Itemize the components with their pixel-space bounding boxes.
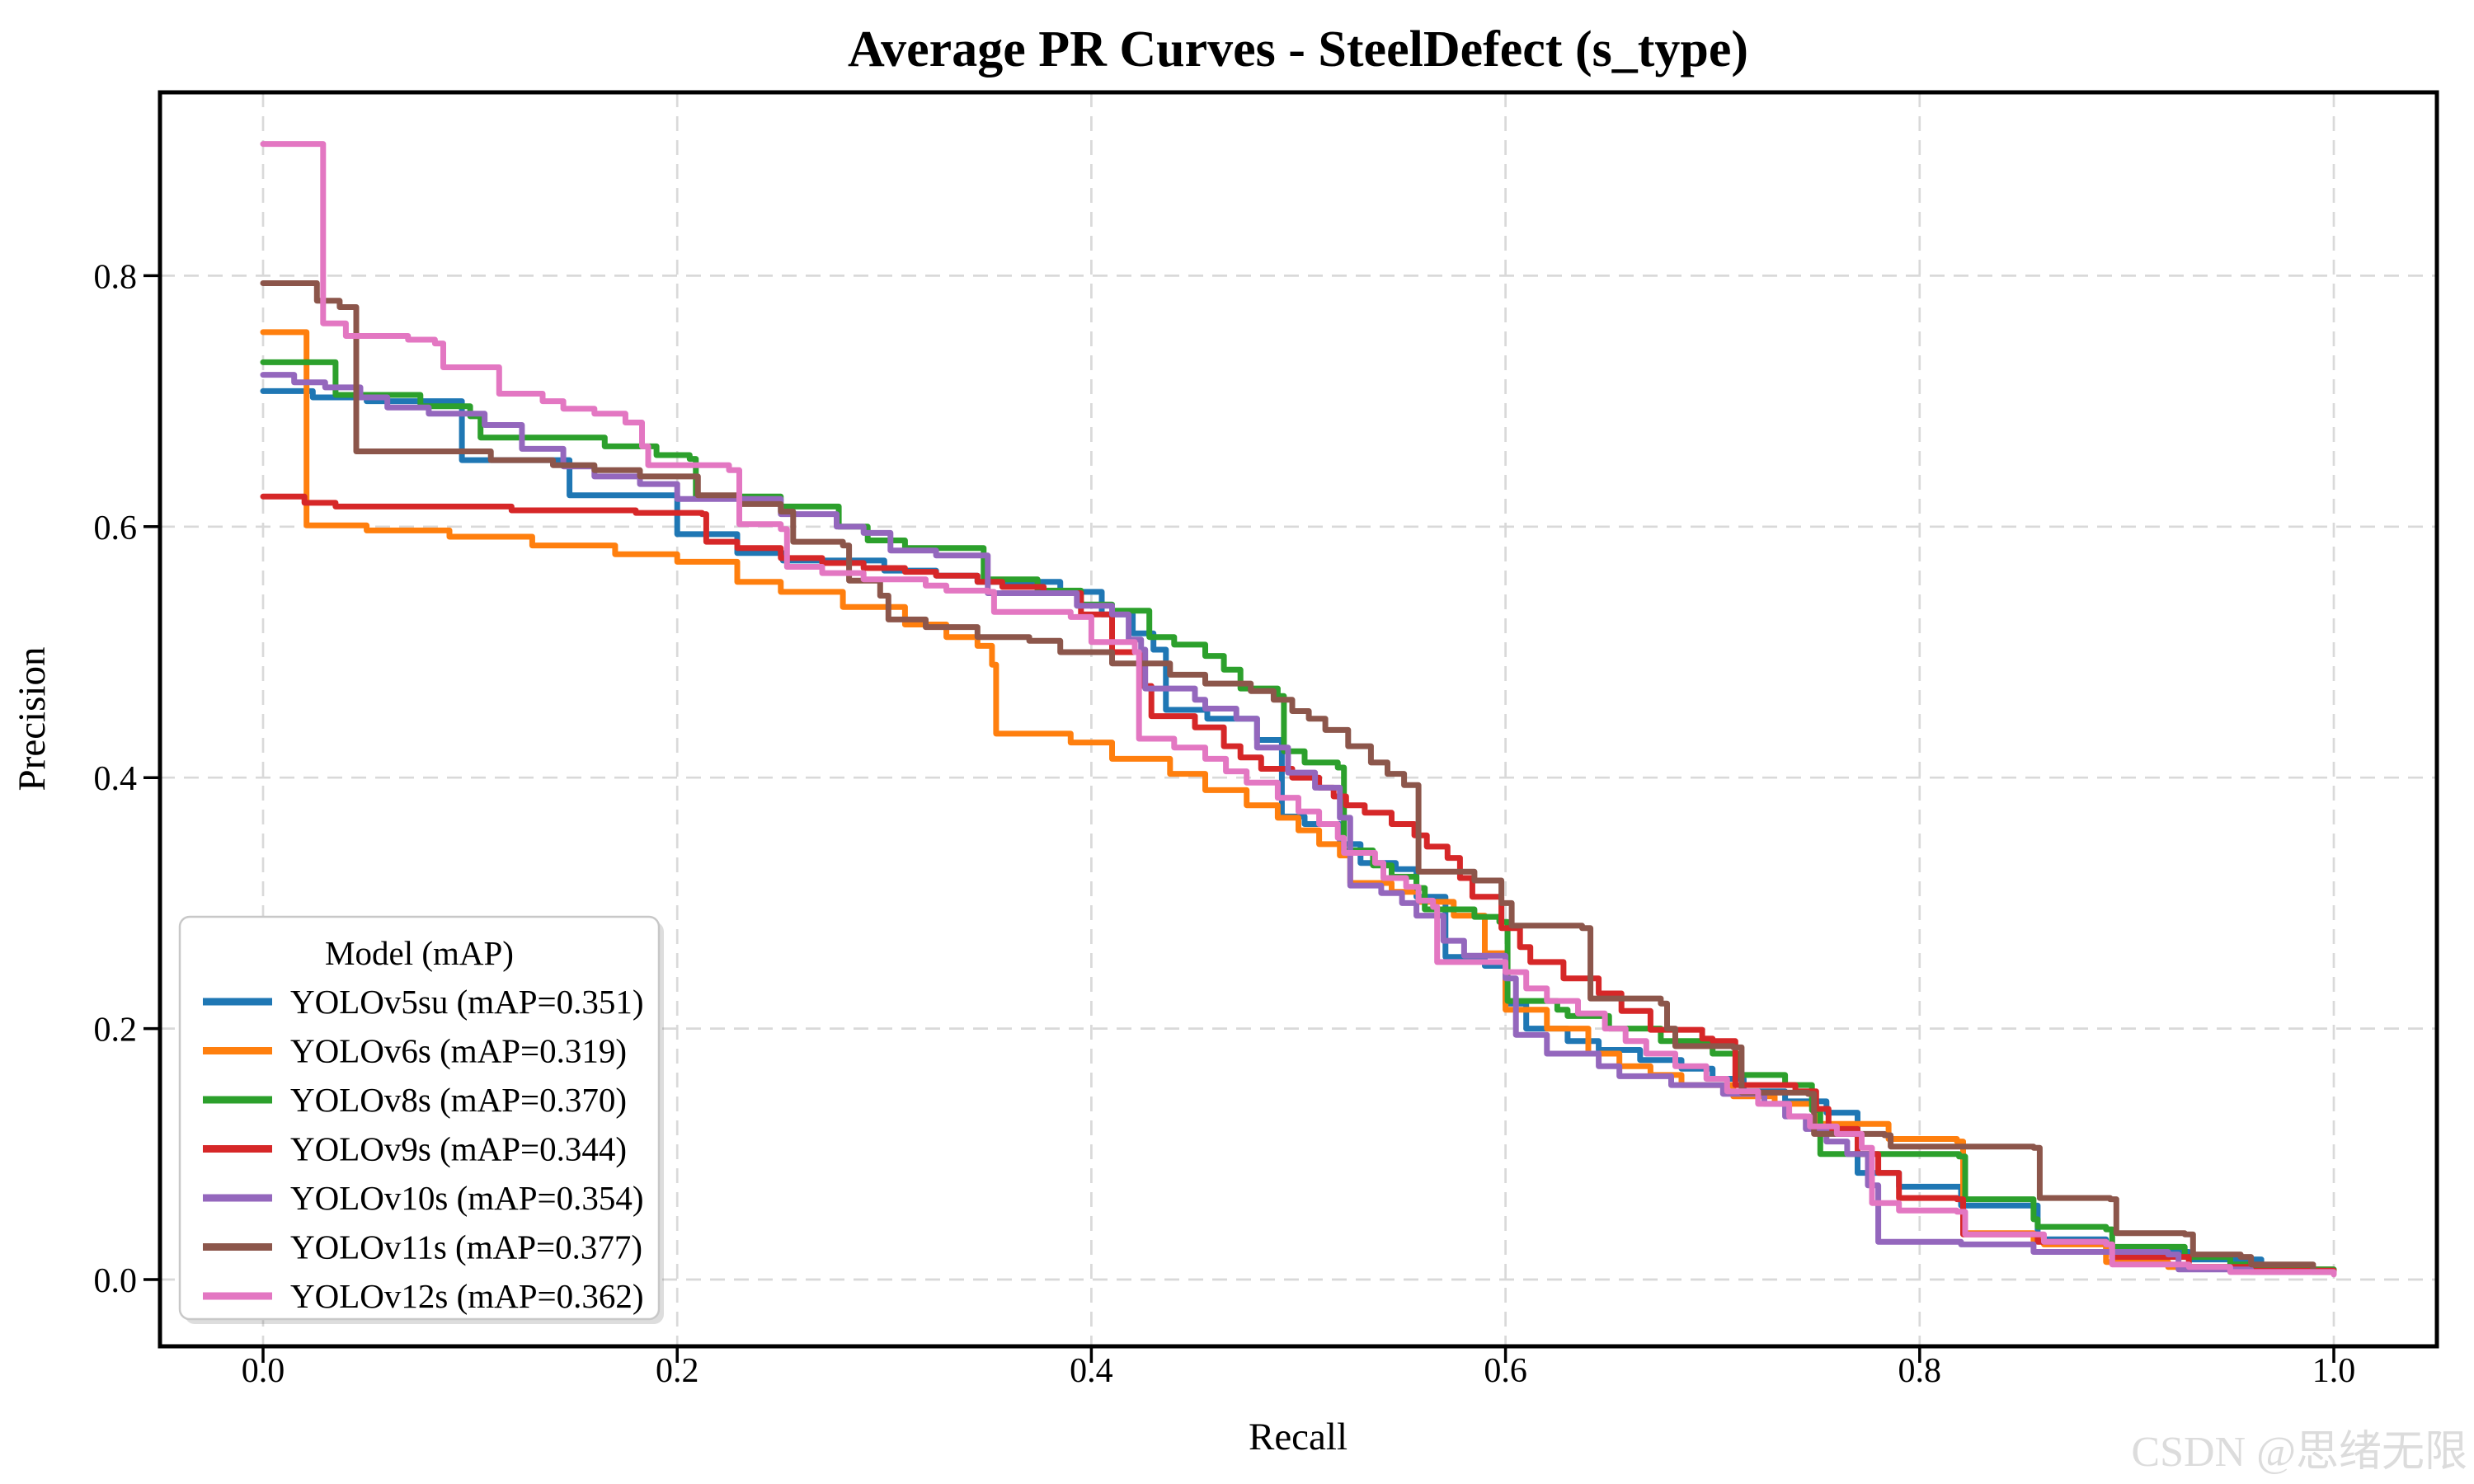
legend-label-YOLOv6s: YOLOv6s (mAP=0.319) <box>290 1032 627 1070</box>
legend-label-YOLOv10s: YOLOv10s (mAP=0.354) <box>290 1179 644 1217</box>
grid <box>160 92 2437 1346</box>
legend-title: Model (mAP) <box>325 934 514 972</box>
x-tick-label: 0.6 <box>1484 1352 1527 1390</box>
x-tick-label: 1.0 <box>2312 1352 2356 1390</box>
legend: Model (mAP) YOLOv5su (mAP=0.351) YOLOv6s (… <box>178 915 664 1324</box>
y-tick-label: 0.8 <box>94 258 138 296</box>
axes-spines <box>158 90 2439 1349</box>
x-tick-label: 0.4 <box>1070 1352 1113 1390</box>
legend-label-YOLOv11s: YOLOv11s (mAP=0.377) <box>290 1228 642 1266</box>
x-tick-label: 0.0 <box>242 1352 285 1390</box>
legend-label-YOLOv8s: YOLOv8s (mAP=0.370) <box>290 1081 627 1119</box>
chart-title: Average PR Curves - SteelDefect (s_type) <box>848 21 1748 77</box>
y-tick-label: 0.0 <box>94 1262 138 1300</box>
x-tick-label: 0.2 <box>656 1352 699 1390</box>
legend-label-YOLOv9s: YOLOv9s (mAP=0.344) <box>290 1130 627 1168</box>
y-tick-label: 0.4 <box>94 760 138 798</box>
curve-YOLOv11s <box>260 280 2337 1276</box>
watermark: CSDN @思绪无限 <box>2131 1429 2467 1476</box>
x-tick-label: 0.8 <box>1898 1352 1942 1390</box>
legend-box <box>178 915 661 1321</box>
curve-YOLOv12s <box>260 141 2337 1278</box>
ticks: 0.0 0.2 0.4 0.6 0.8 1.0 0.0 0.2 0.4 0.6 0.8 <box>94 258 2356 1390</box>
y-axis-label: Precision <box>11 647 54 791</box>
x-axis-label: Recall <box>1249 1416 1348 1458</box>
legend-label-YOLOv5su: YOLOv5su (mAP=0.351) <box>290 983 644 1021</box>
y-tick-label: 0.2 <box>94 1012 138 1050</box>
curve-YOLOv10s <box>260 372 2337 1276</box>
y-tick-label: 0.6 <box>94 510 138 547</box>
curves <box>260 141 2337 1278</box>
legend-label-YOLOv12s: YOLOv12s (mAP=0.362) <box>290 1277 644 1315</box>
curve-YOLOv6s <box>260 329 2337 1275</box>
